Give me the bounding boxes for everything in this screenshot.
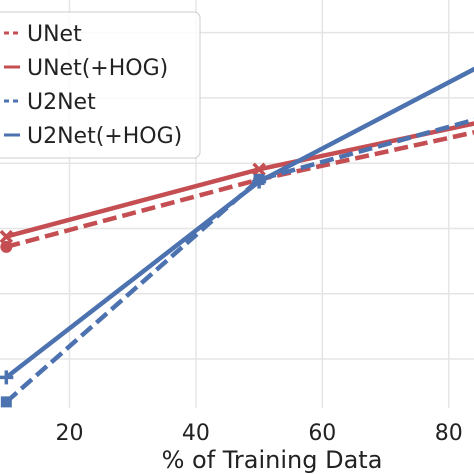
legend: UNet UNet(+HOG) U2Net U2Net(+HOG)	[0, 11, 201, 159]
grid	[0, 0, 474, 408]
legend-entry: UNet	[4, 22, 82, 47]
data-point-x	[0, 229, 14, 244]
legend-label: U2Net(+HOG)	[27, 124, 182, 149]
x-tick-label: 20	[56, 421, 84, 446]
x-axis-ticks: 20 40 60 80	[56, 421, 463, 446]
x-tick-label: 40	[182, 421, 210, 446]
legend-label: U2Net	[27, 90, 96, 115]
data-point-plus	[252, 174, 267, 189]
legend-label: UNet(+HOG)	[27, 56, 168, 81]
data-point-square	[0, 396, 12, 408]
x-axis-label: % of Training Data	[162, 446, 383, 474]
data-point-x	[252, 162, 266, 177]
legend-entry: U2Net	[4, 90, 96, 115]
legend-entry: UNet(+HOG)	[4, 56, 168, 81]
data-point-circle	[0, 240, 13, 253]
series-u2net-hog-	[0, 66, 474, 385]
series-unet-hog-	[0, 121, 474, 244]
series-layer	[0, 66, 474, 408]
data-point-plus	[0, 370, 14, 385]
x-tick-label: 80	[435, 421, 463, 446]
x-tick-label: 60	[308, 421, 336, 446]
series-line	[4, 117, 474, 404]
legend-frame	[0, 11, 201, 159]
legend-label: UNet	[27, 22, 82, 47]
legend-entry: U2Net(+HOG)	[4, 124, 182, 149]
